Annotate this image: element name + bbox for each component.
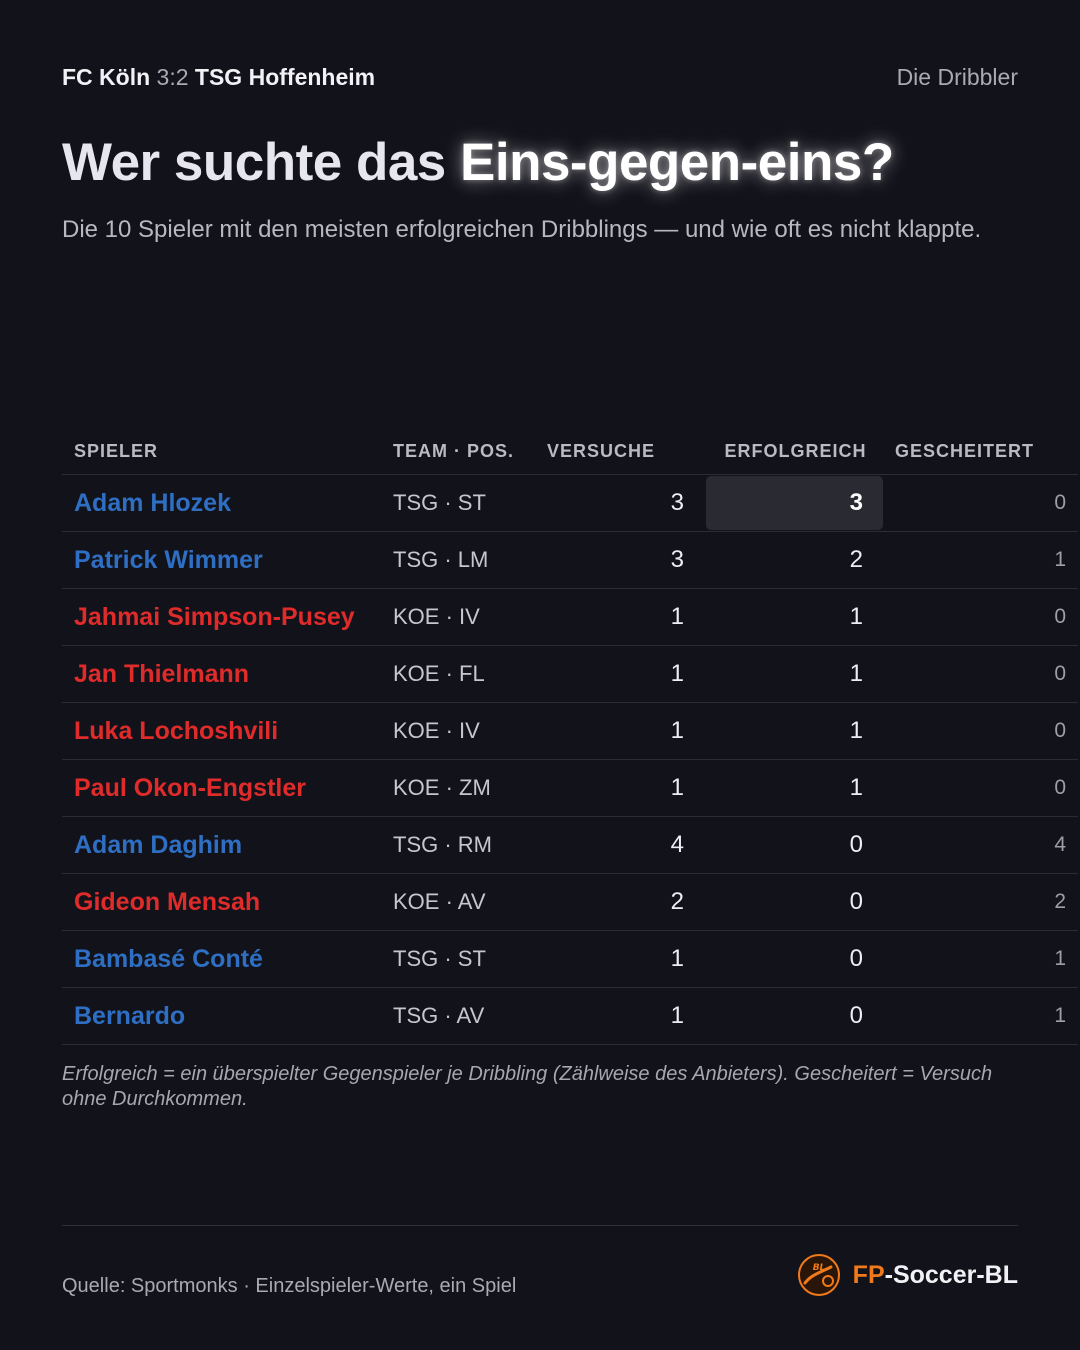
team-position: TSG · LM — [393, 531, 535, 589]
header-bar: FC Köln 3:2 TSG Hoffenheim Die Dribbler — [62, 64, 1018, 94]
brand-rest: -Soccer-BL — [884, 1260, 1018, 1289]
table-row: Bernardo TSG · AV 1 0 1 — [62, 987, 1078, 1045]
player-name: Adam Hlozek — [62, 474, 393, 532]
footer-divider — [62, 1225, 1018, 1226]
successful-cell: 2 — [696, 531, 883, 589]
col-header-attempts: VERSUCHE — [535, 428, 696, 475]
successful-cell: 0 — [696, 987, 883, 1045]
successful-cell: 0 — [696, 873, 883, 931]
highlight-box — [706, 476, 883, 530]
successful-cell: 1 — [696, 645, 883, 703]
team-position: KOE · AV — [393, 873, 535, 931]
col-header-successful: ERFOLGREICH — [696, 428, 883, 475]
successful-cell: 0 — [696, 930, 883, 988]
team-position: TSG · ST — [393, 930, 535, 988]
player-name: Bernardo — [62, 987, 393, 1045]
table-row: Bambasé Conté TSG · ST 1 0 1 — [62, 930, 1078, 988]
failed-value: 1 — [883, 531, 1078, 589]
attempts-value: 1 — [535, 702, 696, 760]
table-row: Patrick Wimmer TSG · LM 3 2 1 — [62, 531, 1078, 589]
infographic: FC Köln 3:2 TSG Hoffenheim Die Dribbler … — [62, 0, 1078, 1350]
failed-value: 0 — [883, 702, 1078, 760]
successful-value: 2 — [849, 546, 863, 573]
table-row: Adam Hlozek TSG · ST 3 3 0 — [62, 474, 1078, 532]
brand: BL FP-Soccer-BL — [797, 1253, 1018, 1297]
successful-value: 1 — [849, 774, 863, 801]
team-position: TSG · ST — [393, 474, 535, 532]
table-row: Gideon Mensah KOE · AV 2 0 2 — [62, 873, 1078, 931]
failed-value: 1 — [883, 987, 1078, 1045]
table-row: Jan Thielmann KOE · FL 1 1 0 — [62, 645, 1078, 703]
player-name: Gideon Mensah — [62, 873, 393, 931]
successful-cell: 1 — [696, 588, 883, 646]
player-name: Adam Daghim — [62, 816, 393, 874]
player-name: Jan Thielmann — [62, 645, 393, 703]
attempts-value: 4 — [535, 816, 696, 874]
col-header-failed: GESCHEITERT — [883, 428, 1078, 475]
player-name: Bambasé Conté — [62, 930, 393, 988]
brand-name: FP-Soccer-BL — [853, 1261, 1018, 1290]
source-label: Quelle: Sportmonks · Einzelspieler-Werte… — [62, 1275, 517, 1297]
player-name: Jahmai Simpson-Pusey — [62, 588, 393, 646]
dribbling-table: SPIELER TEAM · POS. VERSUCHE ERFOLGREICH… — [62, 428, 1078, 1045]
match-score: 3:2 — [156, 64, 189, 90]
attempts-value: 1 — [535, 645, 696, 703]
table-row: Jahmai Simpson-Pusey KOE · IV 1 1 0 — [62, 588, 1078, 646]
successful-cell: 1 — [696, 702, 883, 760]
successful-value: 1 — [849, 603, 863, 630]
kicker: Die Dribbler — [896, 64, 1018, 90]
successful-value: 0 — [849, 1002, 863, 1029]
home-team: FC Köln — [62, 64, 151, 90]
away-team: TSG Hoffenheim — [194, 64, 376, 90]
failed-value: 0 — [883, 759, 1078, 817]
failed-value: 0 — [883, 474, 1078, 532]
page-title: Wer suchte das Eins-gegen-eins? — [62, 132, 894, 193]
brand-prefix: FP — [852, 1260, 885, 1289]
team-position: KOE · ZM — [393, 759, 535, 817]
title-highlight: Eins-gegen-eins? — [460, 133, 894, 192]
failed-value: 0 — [883, 645, 1078, 703]
successful-value: 1 — [849, 717, 863, 744]
successful-value: 0 — [849, 945, 863, 972]
player-name: Luka Lochoshvili — [62, 702, 393, 760]
table-header-row: SPIELER TEAM · POS. VERSUCHE ERFOLGREICH… — [62, 428, 1078, 475]
attempts-value: 1 — [535, 930, 696, 988]
title-lead: Wer suchte das — [62, 133, 460, 192]
successful-cell: 0 — [696, 816, 883, 874]
successful-value: 0 — [849, 888, 863, 915]
team-position: KOE · IV — [393, 702, 535, 760]
attempts-value: 1 — [535, 588, 696, 646]
successful-value: 0 — [849, 831, 863, 858]
footnote: Erfolgreich = ein überspielter Gegenspie… — [62, 1063, 993, 1110]
col-header-player: SPIELER — [62, 428, 393, 475]
col-header-team: TEAM · POS. — [393, 428, 535, 475]
failed-value: 1 — [883, 930, 1078, 988]
subtitle: Die 10 Spieler mit den meisten erfolgrei… — [62, 216, 982, 243]
player-name: Paul Okon-Engstler — [62, 759, 393, 817]
attempts-value: 3 — [535, 531, 696, 589]
svg-text:BL: BL — [812, 1263, 825, 1273]
successful-value: 1 — [849, 660, 863, 687]
attempts-value: 2 — [535, 873, 696, 931]
player-name: Patrick Wimmer — [62, 531, 393, 589]
table-row: Luka Lochoshvili KOE · IV 1 1 0 — [62, 702, 1078, 760]
attempts-value: 3 — [535, 474, 696, 532]
attempts-value: 1 — [535, 987, 696, 1045]
table-row: Adam Daghim TSG · RM 4 0 4 — [62, 816, 1078, 874]
successful-cell: 1 — [696, 759, 883, 817]
successful-cell: 3 — [696, 474, 883, 532]
team-position: KOE · FL — [393, 645, 535, 703]
failed-value: 0 — [883, 588, 1078, 646]
table-row: Paul Okon-Engstler KOE · ZM 1 1 0 — [62, 759, 1078, 817]
failed-value: 4 — [883, 816, 1078, 874]
successful-value: 3 — [849, 489, 863, 516]
team-position: KOE · IV — [393, 588, 535, 646]
team-position: TSG · AV — [393, 987, 535, 1045]
attempts-value: 1 — [535, 759, 696, 817]
match-label: FC Köln 3:2 TSG Hoffenheim — [62, 64, 375, 91]
team-position: TSG · RM — [393, 816, 535, 874]
failed-value: 2 — [883, 873, 1078, 931]
fp-soccer-bl-logo-icon: BL — [797, 1254, 840, 1296]
